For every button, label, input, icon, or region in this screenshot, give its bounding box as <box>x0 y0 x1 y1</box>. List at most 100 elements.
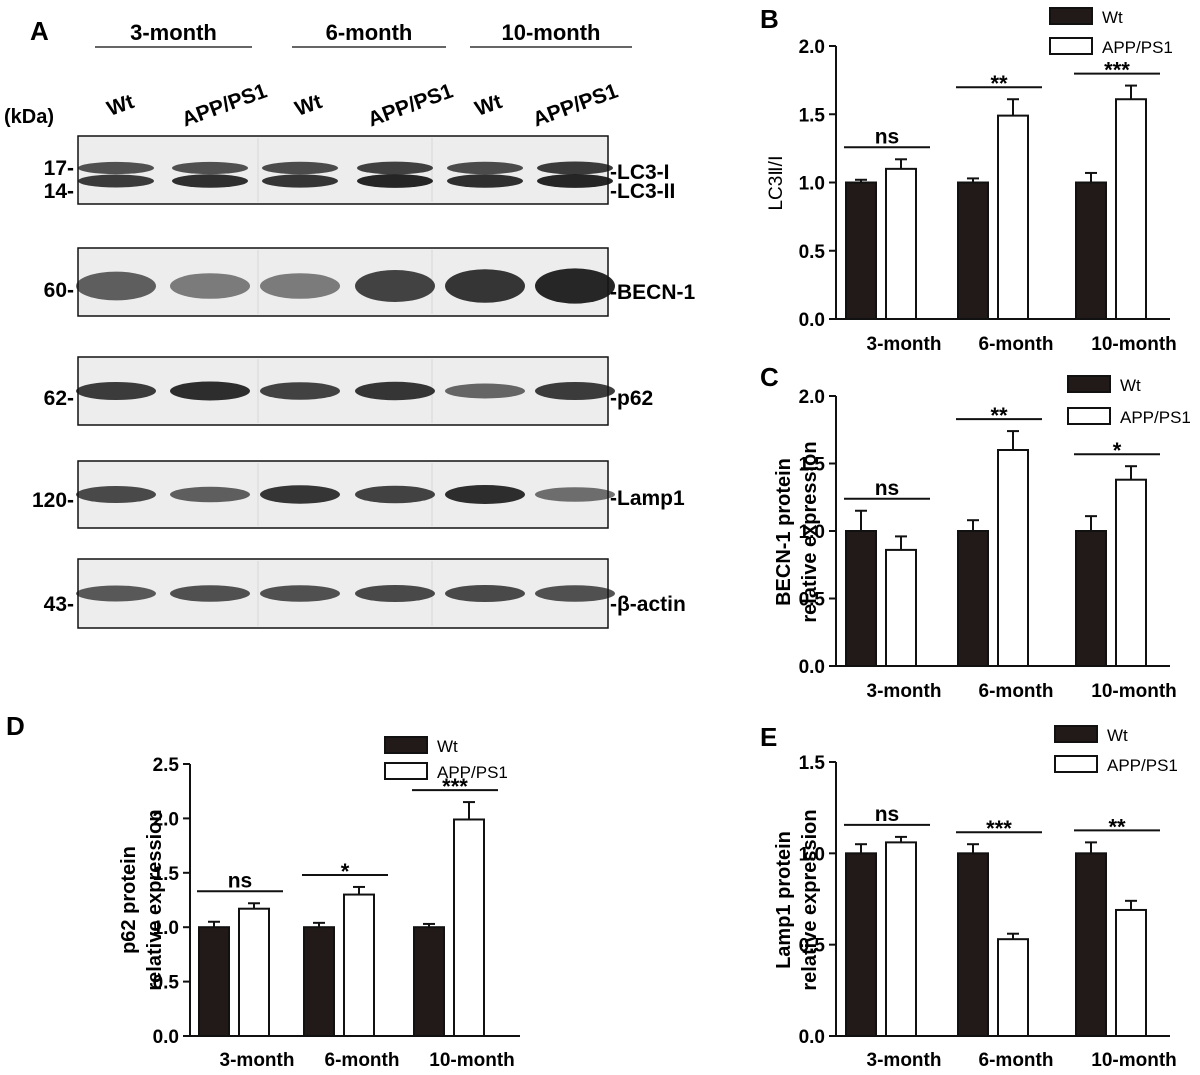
bar-wt <box>1075 530 1107 667</box>
significance-label: *** <box>442 774 468 799</box>
band <box>355 585 435 602</box>
bar-wt <box>845 181 877 320</box>
blot-frame <box>77 460 609 529</box>
blot-2: 62- -p62 <box>44 356 653 426</box>
chart-b: B 0.0 0.5 1.0 1.5 2.0 LC3Ⅱ/Ⅰ ns 3-month ** 6-month… <box>760 4 1177 355</box>
bar-app-ps1 <box>453 818 485 1037</box>
lane-label: Wt <box>472 90 505 121</box>
blot-1: 60- -BECN-1 <box>44 247 695 317</box>
protein-label: -BECN-1 <box>610 281 695 304</box>
lane-label: Wt <box>292 90 325 121</box>
significance-label: * <box>1113 438 1122 463</box>
band <box>357 161 433 175</box>
blot-frame <box>77 558 609 629</box>
bar-wt <box>845 852 877 1037</box>
significance-label: ns <box>875 125 900 148</box>
legend-swatch <box>1067 375 1111 393</box>
significance-label: *** <box>1104 58 1130 83</box>
band <box>260 585 340 602</box>
legend-label: Wt <box>437 737 458 756</box>
y-tick-label: 0.5 <box>799 936 826 957</box>
y-tick-label: 1.0 <box>799 174 825 195</box>
legend-swatch <box>384 762 428 780</box>
band <box>357 174 433 188</box>
panel-letter: D <box>6 711 25 741</box>
y-tick-label: 0.5 <box>799 590 826 611</box>
group-label: 10-month <box>502 20 601 45</box>
band <box>355 381 435 401</box>
group-label: 6-month <box>326 20 413 45</box>
bar-app-ps1 <box>885 548 917 668</box>
x-tick-label: 10-month <box>1091 681 1177 702</box>
y-axis-label: relative expression <box>799 441 821 622</box>
y-tick-label: 0.5 <box>153 973 180 994</box>
y-tick-label: 1.5 <box>799 455 826 476</box>
kda-label: (kDa) <box>4 106 54 128</box>
band <box>172 174 248 188</box>
lane-label: Wt <box>104 90 137 121</box>
band <box>260 485 340 504</box>
y-tick-label: 0.5 <box>799 242 826 263</box>
marker-kda: 14- <box>44 180 74 203</box>
band <box>76 486 156 503</box>
band <box>535 268 615 304</box>
y-tick-label: 0.0 <box>153 1027 179 1048</box>
protein-label: -LC3-I <box>610 161 670 184</box>
band <box>535 382 615 400</box>
blot-0: 17-14- -LC3-I-LC3-II <box>44 135 675 205</box>
bar-app-ps1 <box>1115 908 1147 1038</box>
band <box>262 174 338 188</box>
x-tick-label: 3-month <box>867 334 942 355</box>
protein-label: -p62 <box>610 387 653 410</box>
chart-e: E 0.0 0.5 1.0 1.5 Lamp1 protein relative expre… <box>760 722 1178 1071</box>
y-tick-label: 1.5 <box>799 105 826 126</box>
band <box>78 161 154 175</box>
y-axis-label: relative expression <box>799 809 821 990</box>
bar-app-ps1 <box>997 114 1029 320</box>
y-tick-label: 2.0 <box>799 387 825 408</box>
marker-kda: 43- <box>44 593 74 616</box>
band <box>445 383 525 399</box>
y-tick-label: 0.0 <box>799 310 825 331</box>
bar-app-ps1 <box>238 907 270 1037</box>
band <box>535 585 615 602</box>
significance-label: ns <box>228 869 253 892</box>
y-axis-label: BECN-1 protein <box>773 458 795 606</box>
marker-kda: 60- <box>44 279 74 302</box>
band <box>447 174 523 188</box>
y-tick-label: 1.0 <box>799 844 825 865</box>
group-label: 3-month <box>130 20 217 45</box>
y-tick-label: 1.0 <box>799 522 825 543</box>
bar-app-ps1 <box>885 841 917 1038</box>
panel-letter: B <box>760 4 779 34</box>
bar-wt <box>957 181 989 320</box>
band <box>355 485 435 504</box>
y-tick-label: 1.5 <box>153 864 180 885</box>
x-tick-label: 10-month <box>1091 334 1177 355</box>
legend-label: APP/PS1 <box>437 763 508 782</box>
marker-kda: 62- <box>44 387 74 410</box>
blot-frame <box>77 135 609 205</box>
band <box>262 161 338 175</box>
band <box>76 585 156 602</box>
band <box>170 486 250 503</box>
x-tick-label: 3-month <box>867 1050 942 1071</box>
marker-kda: 120- <box>32 489 74 512</box>
significance-label: ** <box>1108 814 1126 839</box>
y-axis-label: LC3Ⅱ/Ⅰ <box>766 155 787 210</box>
bar-app-ps1 <box>885 167 917 320</box>
marker-kda: 17- <box>44 157 74 180</box>
band <box>78 174 154 188</box>
band <box>355 270 435 302</box>
y-tick-label: 2.5 <box>153 755 180 776</box>
band <box>260 273 340 299</box>
panel-a-western-blot: A (kDa) 3-month 6-month 10-month Wt APP/PS1 Wt A… <box>4 16 695 629</box>
bar-wt <box>957 852 989 1037</box>
bar-app-ps1 <box>997 449 1029 667</box>
bar-wt <box>198 926 230 1038</box>
band <box>76 382 156 400</box>
bar-wt <box>1075 181 1107 320</box>
blot-frame <box>77 247 609 317</box>
band <box>445 269 525 303</box>
lane-label: APP/PS1 <box>365 79 457 131</box>
